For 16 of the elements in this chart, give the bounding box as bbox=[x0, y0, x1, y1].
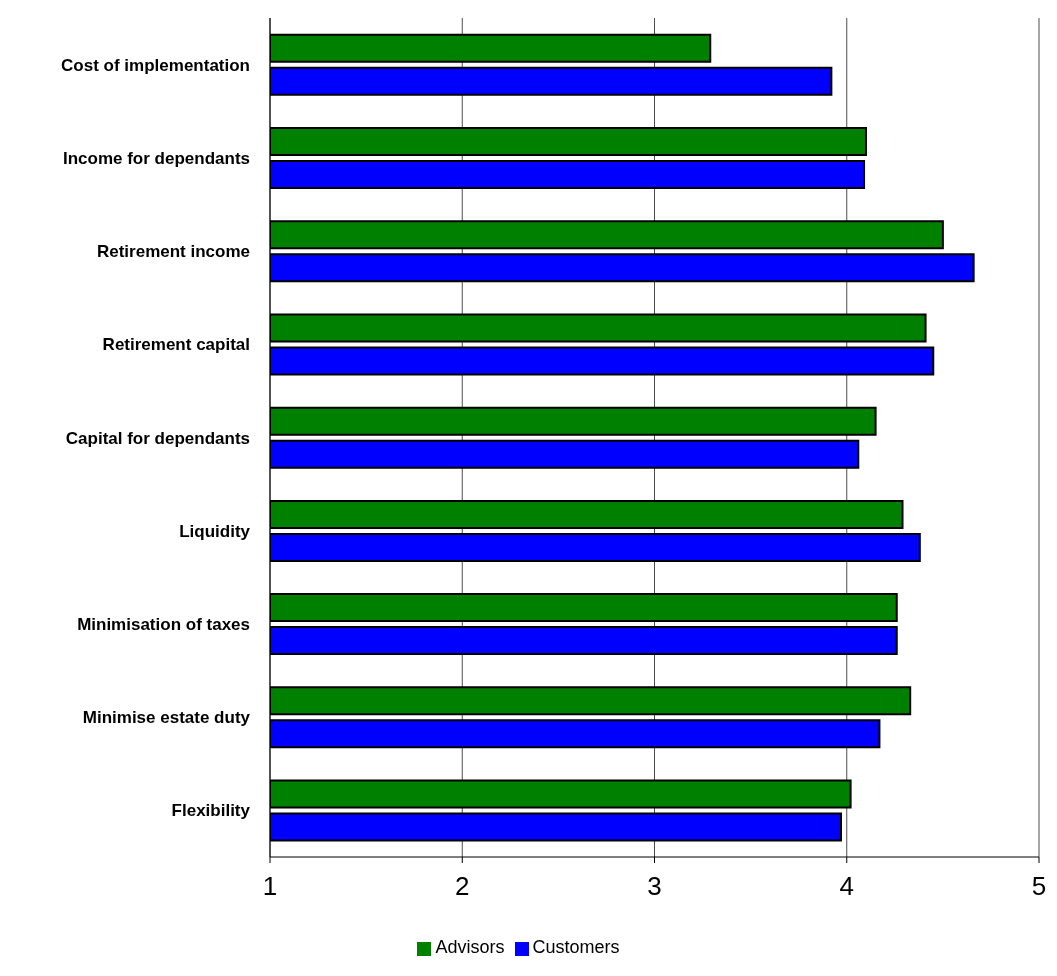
y-tick-label: Retirement capital bbox=[102, 335, 250, 355]
y-tick-label: Capital for dependants bbox=[65, 428, 250, 448]
y-tick-label: Income for dependants bbox=[62, 148, 250, 168]
y-tick-label: Minimise estate duty bbox=[82, 708, 251, 728]
y-tick-label: Minimisation of taxes bbox=[77, 614, 250, 634]
x-tick-label: 2 bbox=[455, 871, 470, 902]
legend-label: Advisors bbox=[435, 937, 505, 957]
y-tick-label: Cost of implementation bbox=[61, 55, 250, 75]
x-tick-label: 4 bbox=[839, 871, 854, 902]
y-tick-label: Flexibility bbox=[171, 801, 251, 821]
legend-label: Customers bbox=[532, 937, 620, 957]
x-tick-label: 1 bbox=[262, 871, 278, 902]
x-tick-label: 3 bbox=[647, 871, 662, 902]
y-tick-label: Retirement income bbox=[96, 242, 250, 262]
x-tick-label: 5 bbox=[1031, 871, 1047, 902]
y-tick-label: Liquidity bbox=[179, 521, 251, 541]
